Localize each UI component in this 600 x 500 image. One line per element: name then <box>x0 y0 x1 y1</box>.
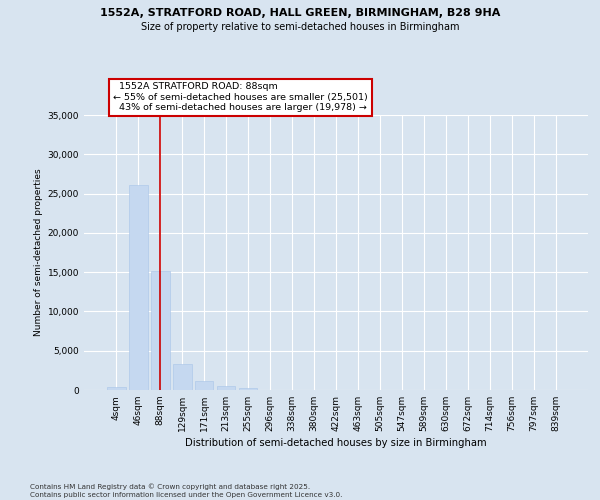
Text: Size of property relative to semi-detached houses in Birmingham: Size of property relative to semi-detach… <box>141 22 459 32</box>
Text: 1552A STRATFORD ROAD: 88sqm  
← 55% of semi-detached houses are smaller (25,501): 1552A STRATFORD ROAD: 88sqm ← 55% of sem… <box>113 82 368 112</box>
Bar <box>173 364 191 390</box>
Bar <box>107 387 125 390</box>
Y-axis label: Number of semi-detached properties: Number of semi-detached properties <box>34 168 43 336</box>
Bar <box>195 382 214 390</box>
Bar <box>217 386 235 390</box>
Bar <box>239 388 257 390</box>
Text: 1552A, STRATFORD ROAD, HALL GREEN, BIRMINGHAM, B28 9HA: 1552A, STRATFORD ROAD, HALL GREEN, BIRMI… <box>100 8 500 18</box>
Bar <box>129 185 148 390</box>
X-axis label: Distribution of semi-detached houses by size in Birmingham: Distribution of semi-detached houses by … <box>185 438 487 448</box>
Text: Contains HM Land Registry data © Crown copyright and database right 2025.
Contai: Contains HM Land Registry data © Crown c… <box>30 484 343 498</box>
Bar <box>151 270 170 390</box>
